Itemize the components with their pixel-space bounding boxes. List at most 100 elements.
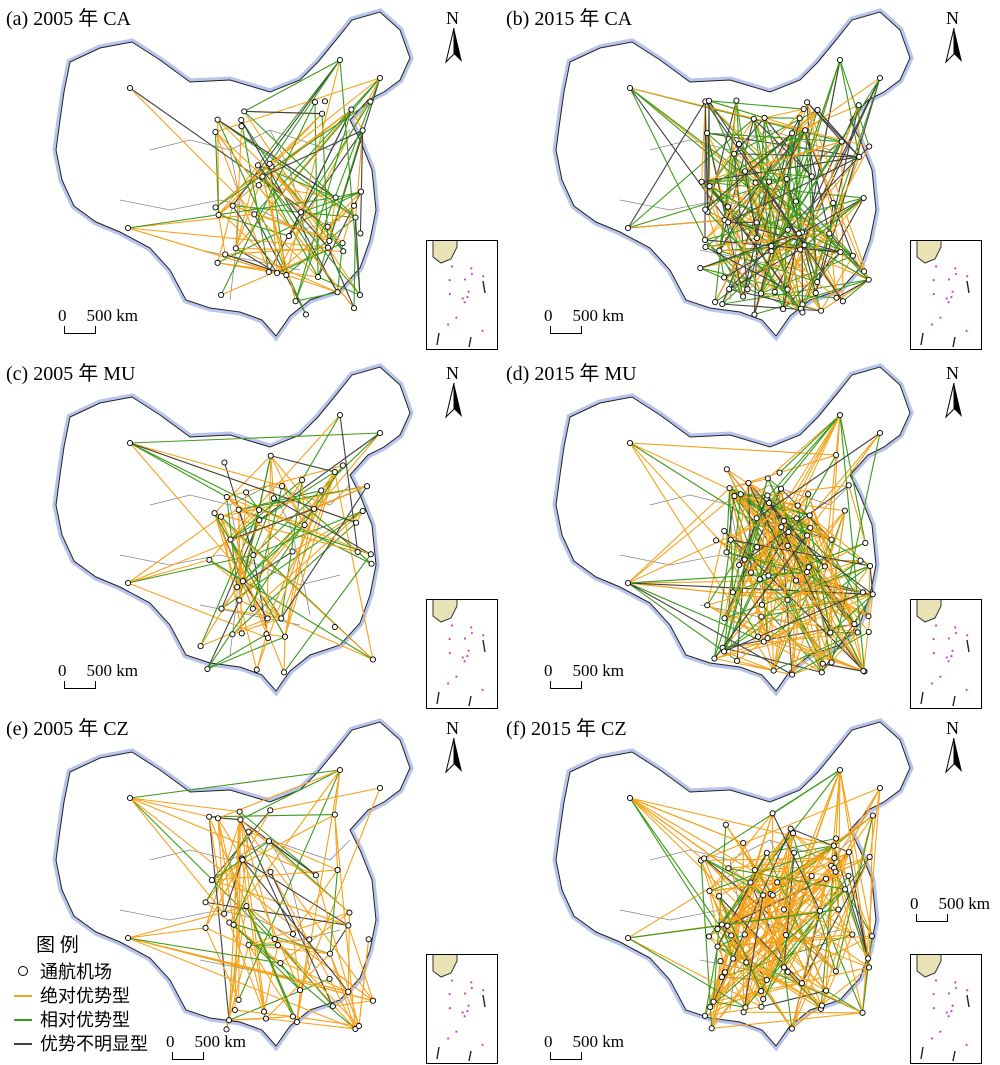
airport-node (327, 951, 332, 956)
island-dot (931, 1037, 933, 1039)
airport-node (705, 603, 710, 608)
airport-node (235, 585, 240, 590)
island-dot (464, 637, 466, 639)
north-arrow-icon: N (440, 718, 468, 772)
airport-node (846, 873, 851, 878)
legend-item-absolute: 绝对优势型 (14, 983, 184, 1007)
island-dot (931, 682, 933, 684)
airport-node (239, 117, 244, 122)
airport-node (698, 265, 703, 270)
island-dot (933, 1007, 935, 1009)
island-dot (939, 676, 941, 678)
island-dot (470, 626, 472, 628)
south-china-sea-inset (426, 954, 498, 1064)
airport-node (725, 923, 730, 928)
island-dot (951, 291, 953, 293)
airport-node (798, 247, 803, 252)
airport-node (866, 965, 871, 970)
airport-node (754, 236, 759, 241)
airport-node (720, 302, 725, 307)
airport-node (807, 513, 812, 518)
airport-node (804, 569, 809, 574)
airport-node (212, 511, 217, 516)
airport-node (712, 656, 717, 661)
airport-node (219, 606, 224, 611)
airport-node (754, 516, 759, 521)
airport-node (764, 977, 769, 982)
airport-node (858, 558, 863, 563)
airport-node (702, 856, 707, 861)
island-dot (449, 652, 451, 654)
airport-node (254, 667, 259, 672)
airport-node (770, 893, 775, 898)
airport-node (736, 141, 741, 146)
airport-node (786, 529, 791, 534)
airport-node (793, 578, 798, 583)
airport-node (356, 1023, 361, 1028)
airport-node (823, 988, 828, 993)
airport-node (850, 253, 855, 258)
airport-node (222, 911, 227, 916)
airport-node (867, 854, 872, 859)
airport-node (627, 85, 632, 90)
island-dot (467, 291, 469, 293)
island-dot (933, 279, 935, 281)
airport-node (261, 1009, 266, 1014)
airport-node (627, 440, 632, 445)
airport-node (127, 795, 132, 800)
island-dot (939, 1031, 941, 1033)
country-outline (56, 12, 410, 336)
inset-map (427, 955, 497, 1063)
airport-node (745, 287, 750, 292)
airport-node (867, 144, 872, 149)
airport-node (240, 579, 245, 584)
airport-node (282, 634, 287, 639)
airport-node (800, 310, 805, 315)
airport-node (725, 204, 730, 209)
airport-node (231, 922, 236, 927)
north-arrow-icon: N (440, 8, 468, 62)
island-dot (955, 273, 957, 275)
airport-node (806, 492, 811, 497)
airport-node (785, 227, 790, 232)
island-dot (464, 278, 466, 280)
airport-node (215, 117, 220, 122)
airport-node (377, 75, 382, 80)
airport-node (271, 496, 276, 501)
panel-title: (b) 2015 年 CA (506, 2, 632, 31)
airport-node (831, 843, 836, 848)
island-dot (464, 301, 466, 303)
island-dot (481, 330, 483, 332)
island-dot (455, 317, 457, 319)
island-dot (447, 682, 449, 684)
airport-node (777, 470, 782, 475)
airport-node (789, 672, 794, 677)
airport-node (257, 507, 262, 512)
island-dot (464, 1015, 466, 1017)
airport-node (263, 1016, 268, 1021)
inset-coast (433, 241, 457, 263)
airport-node (250, 606, 255, 611)
airport-node (340, 463, 345, 468)
airport-node (236, 507, 241, 512)
relative-line-icon (14, 1019, 32, 1021)
panel-title: (f) 2015 年 CZ (506, 712, 627, 741)
airport-node (765, 493, 770, 498)
inset-map (911, 600, 981, 708)
airport-node (240, 857, 245, 862)
airport-node (730, 590, 735, 595)
airport-node (822, 564, 827, 569)
airport-node (758, 291, 763, 296)
airport-node (230, 632, 235, 637)
airport-node (215, 260, 220, 265)
nine-dash-line (437, 281, 485, 347)
airport-node (703, 207, 708, 212)
airport-node (819, 670, 824, 675)
airport-node (358, 231, 363, 236)
airport-node (781, 306, 786, 311)
airport-node (332, 624, 337, 629)
airport-node (265, 616, 270, 621)
airport-node (290, 549, 295, 554)
airport-node (325, 224, 330, 229)
